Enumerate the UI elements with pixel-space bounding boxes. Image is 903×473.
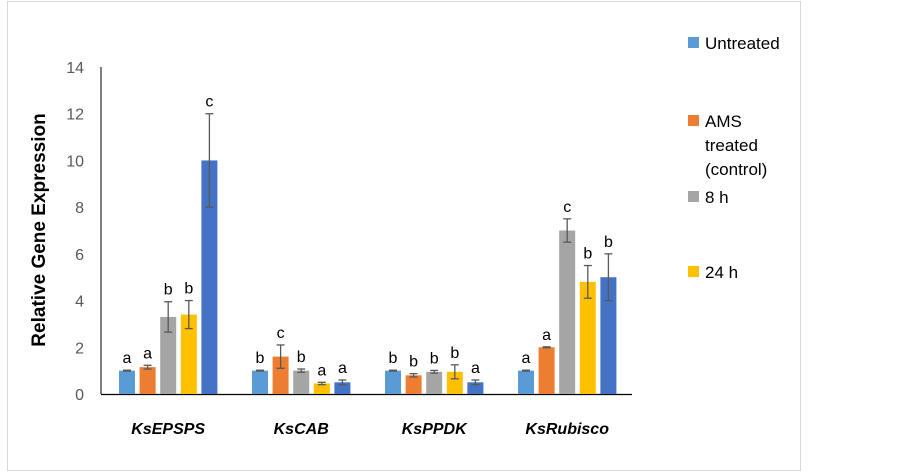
significance-letter: b	[604, 234, 613, 251]
bar	[446, 371, 463, 394]
legend-label: AMS	[705, 112, 742, 131]
legend-label: (control)	[705, 160, 767, 179]
bar	[405, 375, 422, 394]
bar	[293, 370, 310, 394]
legend-swatch	[688, 37, 699, 48]
significance-letter: c	[563, 199, 571, 216]
significance-letter: b	[256, 350, 265, 367]
bar	[119, 370, 135, 394]
bar	[201, 160, 218, 394]
bar	[313, 383, 330, 394]
significance-letter: a	[123, 350, 132, 367]
significance-letter: a	[471, 360, 480, 377]
significance-letter: a	[522, 350, 531, 367]
legend-swatch	[688, 266, 699, 277]
bar	[518, 370, 534, 394]
significance-letter: b	[164, 282, 173, 299]
legend-label: 24 h	[705, 263, 738, 282]
y-tick-label: 4	[75, 294, 84, 311]
significance-letter: b	[409, 354, 418, 371]
y-tick-label: 12	[66, 107, 84, 124]
significance-letter: b	[450, 345, 459, 362]
legend-label: 8 h	[705, 188, 729, 207]
significance-letter: a	[542, 327, 551, 344]
bar	[538, 347, 555, 394]
bar	[160, 316, 177, 394]
bar	[579, 281, 596, 394]
significance-letter: b	[430, 350, 439, 367]
significance-letter: b	[297, 349, 306, 366]
x-tick-label: KsEPSPS	[131, 421, 205, 438]
y-tick-label: 8	[75, 200, 84, 217]
x-tick-label: KsCAB	[274, 421, 329, 438]
y-tick-label: 0	[75, 387, 84, 404]
y-tick-label: 10	[66, 153, 84, 170]
legend-swatch	[688, 191, 699, 202]
bar	[180, 314, 197, 394]
legend-swatch	[688, 115, 699, 126]
bar	[272, 356, 289, 394]
significance-letter: c	[277, 325, 285, 342]
significance-letter: c	[205, 94, 213, 111]
significance-letter: a	[317, 362, 326, 379]
y-tick-label: 2	[75, 340, 84, 357]
significance-letter: a	[143, 345, 152, 362]
bar	[426, 371, 443, 394]
bar	[385, 370, 401, 394]
x-tick-label: KsPPDK	[402, 421, 468, 438]
significance-letter: b	[184, 281, 193, 298]
legend-label: Untreated	[705, 34, 780, 53]
significance-letter: b	[389, 350, 398, 367]
bar	[467, 382, 484, 394]
bar	[252, 370, 268, 394]
bar	[600, 277, 617, 394]
bar	[334, 382, 351, 394]
x-tick-label: KsRubisco	[525, 421, 609, 438]
significance-letter: b	[583, 246, 592, 263]
y-tick-label: 6	[75, 247, 84, 264]
legend-label: treated	[705, 136, 758, 155]
bar	[559, 230, 576, 394]
y-axis-label: Relative Gene Expression	[29, 113, 50, 346]
y-tick-label: 14	[66, 60, 84, 77]
bar	[139, 367, 156, 394]
chart-frame	[7, 1, 801, 471]
significance-letter: a	[338, 360, 347, 377]
